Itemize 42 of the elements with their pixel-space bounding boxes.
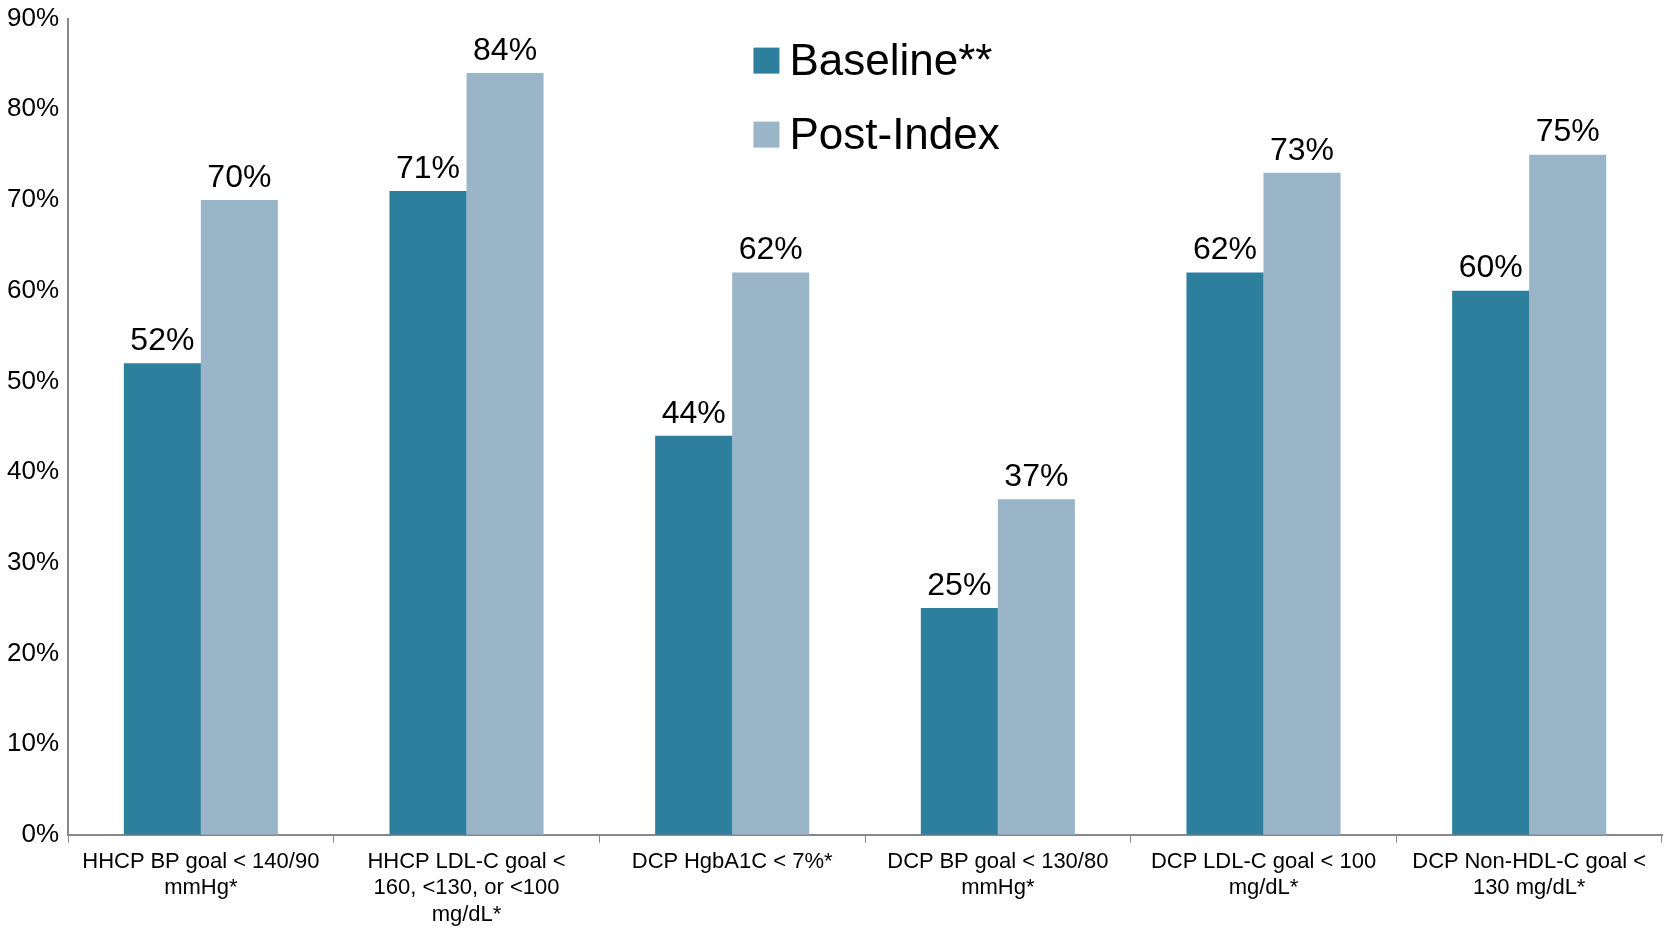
- bar: [997, 499, 1075, 835]
- y-tick-label: 70%: [6, 183, 60, 214]
- x-tick-label: DCP HgbA1C < 7%*: [631, 848, 833, 874]
- data-label: 44%: [661, 393, 726, 430]
- y-tick-label: 50%: [6, 364, 60, 395]
- bar: [1186, 272, 1264, 835]
- bar: [1529, 154, 1607, 835]
- bar: [200, 199, 278, 835]
- bar: [1452, 290, 1530, 835]
- y-tick-label: 30%: [6, 545, 60, 576]
- bar: [920, 608, 998, 835]
- x-tick-label: DCP Non-HDL-C goal < 130 mg/dL*: [1412, 848, 1647, 900]
- data-label: 84%: [473, 30, 538, 67]
- y-tick-label: 80%: [6, 92, 60, 123]
- data-label: 70%: [207, 157, 272, 194]
- data-label: 62%: [1192, 230, 1258, 267]
- x-tick-label: DCP LDL-C goal < 100 mg/dL*: [1150, 848, 1377, 900]
- y-tick-label: 90%: [6, 1, 60, 32]
- x-tick-label: HHCP LDL-C goal < 160, <130, or <100 mg/dL*: [367, 848, 566, 926]
- data-label: 52%: [130, 321, 195, 358]
- legend-label: Post-Index: [789, 108, 1000, 158]
- data-label: 60%: [1458, 248, 1523, 285]
- bar: [1263, 172, 1341, 835]
- data-label: 73%: [1270, 130, 1335, 167]
- data-label: 75%: [1535, 112, 1600, 149]
- data-label: 37%: [1004, 457, 1069, 494]
- y-tick-label: 60%: [6, 273, 60, 304]
- x-tick-label: DCP BP goal < 130/80 mmHg*: [887, 848, 1109, 900]
- bar: [466, 73, 544, 835]
- data-label: 71%: [395, 148, 461, 185]
- data-label: 25%: [927, 565, 992, 602]
- y-tick-label: 40%: [6, 455, 60, 486]
- bar: [389, 190, 467, 835]
- data-label: 62%: [738, 230, 803, 267]
- x-tick-label: HHCP BP goal < 140/90 mmHg*: [82, 848, 320, 900]
- y-tick-label: 20%: [6, 636, 60, 667]
- y-tick-label: 10%: [6, 727, 60, 758]
- bar: [655, 435, 733, 835]
- bar: [123, 363, 201, 835]
- legend-label: Baseline**: [789, 34, 993, 84]
- bar: [732, 272, 810, 835]
- y-tick-label: 0%: [21, 817, 60, 848]
